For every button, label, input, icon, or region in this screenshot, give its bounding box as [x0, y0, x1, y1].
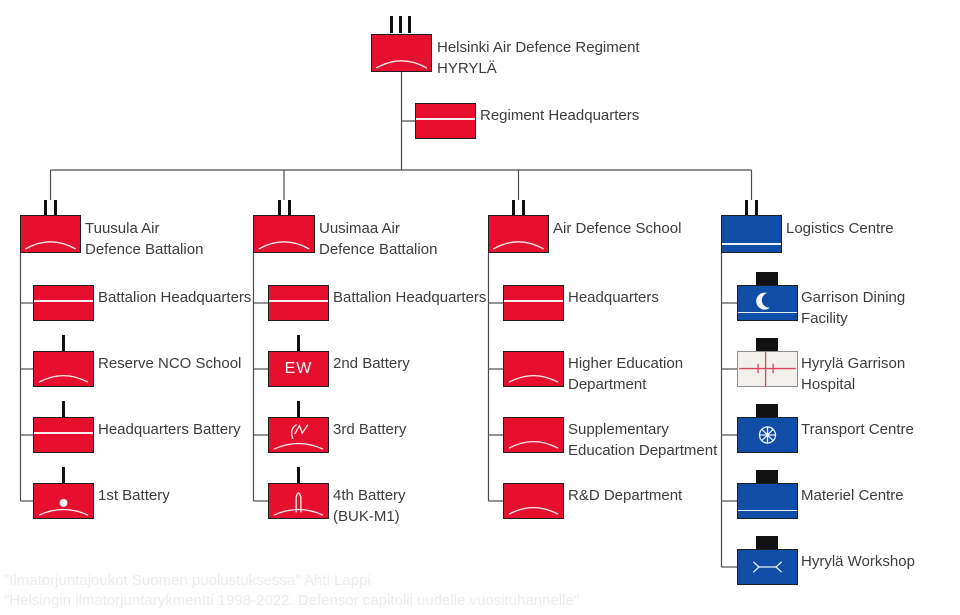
- unit-box-higher-ed: [503, 351, 564, 387]
- supply-line-icon: [738, 311, 797, 314]
- unit-box-transport: [737, 417, 798, 453]
- unit-box-uusimaa: [253, 215, 315, 253]
- unit-label-tuusula: Tuusula Air Defence Battalion: [85, 220, 204, 258]
- crescent-icon: [756, 292, 777, 310]
- air-defence-arc-icon: [508, 440, 559, 449]
- source-caption-line2: "Helsingin ilmatorjuntarykmentti 1998-20…: [4, 592, 580, 609]
- radar-arc-icon: [273, 423, 324, 450]
- unit-label-logistics: Logistics Centre: [786, 220, 894, 237]
- headquarters-line-icon: [269, 299, 328, 302]
- facility-cap-icon: [756, 338, 778, 351]
- unit-label-materiel: Materiel Centre: [801, 487, 904, 504]
- unit-label-school: Air Defence School: [553, 220, 682, 237]
- air-defence-arc-icon: [492, 241, 545, 250]
- unit-box-4th-battery: [268, 483, 329, 519]
- unit-box-hq-battery: [33, 417, 94, 453]
- unit-box-supp-ed: [503, 417, 564, 453]
- unit-label-tuusula-hq: Battalion Headquarters: [98, 289, 252, 306]
- headquarters-line-icon: [34, 431, 93, 434]
- gun-battery-dot-arc-icon: [38, 498, 89, 516]
- regiment-size-bar: [390, 16, 393, 33]
- ew-badge: EW: [284, 360, 313, 377]
- facility-cap-icon: [756, 272, 778, 285]
- unit-label-rd-dept: R&D Department: [568, 487, 683, 504]
- unit-box-materiel: [737, 483, 798, 519]
- unit-label-uusimaa-hq: Battalion Headquarters: [333, 289, 487, 306]
- unit-label-dining: Garrison Dining Facility: [801, 289, 906, 327]
- unit-box-regiment: [371, 34, 432, 72]
- wheel-icon: [758, 426, 777, 444]
- facility-cap-icon: [756, 536, 778, 549]
- air-defence-arc-icon: [258, 241, 310, 250]
- company-size-bar: [62, 467, 65, 483]
- unit-box-school-hq: [503, 285, 564, 321]
- unit-box-logistics: [721, 215, 782, 253]
- unit-label-4th-battery: 4th Battery (BUK-M1): [333, 487, 406, 525]
- unit-box-1st-battery: [33, 483, 94, 519]
- unit-box-school: [488, 215, 549, 253]
- battalion-size-bar: [288, 200, 291, 215]
- unit-label-3rd-battery: 3rd Battery: [333, 421, 407, 438]
- unit-label-hq-battery: Headquarters Battery: [98, 421, 241, 438]
- battalion-size-bar: [44, 200, 47, 215]
- battalion-size-bar: [54, 200, 57, 215]
- unit-box-reserve-nco-school: [33, 351, 94, 387]
- battalion-size-bar: [278, 200, 281, 215]
- unit-label-2nd-battery: 2nd Battery: [333, 355, 410, 372]
- supply-line-icon: [738, 509, 797, 512]
- battalion-size-bar: [522, 200, 525, 215]
- headquarters-line-icon: [504, 299, 563, 302]
- air-defence-arc-icon: [24, 241, 77, 250]
- unit-box-2nd-battery: EW: [268, 351, 329, 387]
- air-defence-arc-icon: [375, 60, 428, 69]
- air-defence-arc-icon: [38, 374, 89, 383]
- facility-cap-icon: [756, 404, 778, 417]
- unit-box-regiment-hq: [415, 103, 476, 139]
- company-size-bar: [297, 467, 300, 483]
- facility-cap-icon: [756, 470, 778, 483]
- air-defence-arc-icon: [508, 374, 559, 383]
- unit-label-regiment: Helsinki Air Defence Regiment HYRYLÄ: [437, 39, 640, 77]
- unit-box-tuusula-hq: [33, 285, 94, 321]
- company-size-bar: [297, 335, 300, 351]
- unit-label-workshop: Hyrylä Workshop: [801, 553, 915, 570]
- medical-cross-icon: [739, 352, 796, 386]
- battalion-size-bar: [745, 200, 748, 215]
- company-size-bar: [62, 401, 65, 417]
- regiment-size-bar: [408, 16, 411, 33]
- wrench-icon: [752, 561, 783, 573]
- unit-label-1st-battery: 1st Battery: [98, 487, 170, 504]
- unit-box-workshop: [737, 549, 798, 585]
- unit-label-uusimaa: Uusimaa Air Defence Battalion: [319, 220, 438, 258]
- supply-line-icon: [722, 243, 781, 245]
- unit-label-higher-ed: Higher Education Department: [568, 355, 684, 393]
- unit-box-uusimaa-hq: [268, 285, 329, 321]
- headquarters-line-icon: [416, 117, 475, 120]
- unit-label-supp-ed: Supplementary Education Department: [568, 421, 718, 459]
- battalion-size-bar: [512, 200, 515, 215]
- unit-label-transport: Transport Centre: [801, 421, 914, 438]
- unit-box-tuusula: [20, 215, 81, 253]
- unit-label-reserve-nco-school: Reserve NCO School: [98, 355, 242, 372]
- regiment-size-bar: [399, 16, 402, 33]
- unit-box-3rd-battery: [268, 417, 329, 453]
- company-size-bar: [62, 335, 65, 351]
- headquarters-line-icon: [34, 299, 93, 302]
- air-defence-arc-icon: [508, 506, 559, 515]
- unit-label-school-hq: Headquarters: [568, 289, 659, 306]
- company-size-bar: [297, 401, 300, 417]
- source-caption-line1: "Ilmatorjuntajoukot Suomen puolustuksess…: [4, 572, 371, 589]
- unit-box-rd-dept: [503, 483, 564, 519]
- missile-arc-icon: [273, 492, 324, 516]
- unit-label-hospital: Hyrylä Garrison Hospital: [801, 355, 906, 393]
- unit-box-hospital: [737, 351, 798, 387]
- unit-box-dining: [737, 285, 798, 321]
- battalion-size-bar: [755, 200, 758, 215]
- unit-label-regiment-hq: Regiment Headquarters: [480, 107, 640, 124]
